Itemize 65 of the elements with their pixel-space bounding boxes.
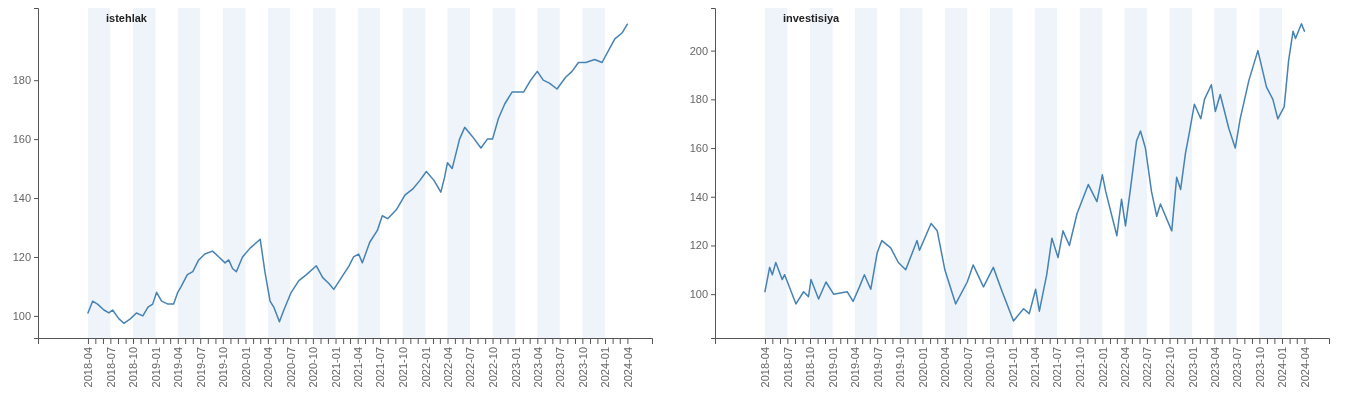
- chart-title: investisiya: [782, 12, 841, 24]
- x-tick-label: 2019-04: [172, 347, 185, 388]
- x-tick-label: 2019-01: [149, 347, 162, 388]
- x-tick-label: 2018-04: [82, 347, 95, 388]
- x-tick-label: 2021-04: [1029, 347, 1042, 388]
- x-tick-label: 2023-10: [1253, 347, 1266, 388]
- x-tick-label: 2023-10: [576, 347, 589, 388]
- x-tick-label: 2019-04: [849, 347, 862, 388]
- x-tick-label: 2019-01: [826, 347, 839, 388]
- x-tick-label: 2020-10: [307, 347, 320, 388]
- line-series: [87, 23, 629, 325]
- y-tick-label: 100: [12, 309, 31, 322]
- x-tick-label: 2023-07: [554, 347, 567, 388]
- x-tick-label: 2023-01: [509, 347, 522, 388]
- x-tick-label: 2022-01: [419, 347, 432, 388]
- x-tick-label: 2019-10: [894, 347, 907, 388]
- x-tick-label: 2024-04: [621, 347, 634, 388]
- x-tick-label: 2024-01: [1276, 347, 1289, 388]
- x-tick-label: 2020-01: [916, 347, 929, 388]
- x-tick-label: 2023-04: [531, 347, 544, 388]
- y-tick-label: 140: [12, 192, 31, 205]
- x-tick-label: 2019-07: [194, 347, 207, 388]
- x-tick-label: 2023-01: [1186, 347, 1199, 388]
- y-tick-label: 200: [689, 44, 708, 57]
- x-tick-label: 2020-07: [284, 347, 297, 388]
- x-tick-label: 2018-10: [127, 347, 140, 388]
- x-tick-label: 2024-04: [1298, 347, 1311, 388]
- y-tick-label: 180: [689, 93, 708, 106]
- x-tick-label: 2022-07: [1141, 347, 1154, 388]
- x-tick-label: 2022-07: [464, 347, 477, 388]
- x-tick-label: 2020-01: [239, 347, 252, 388]
- x-tick-label: 2023-07: [1231, 347, 1244, 388]
- x-tick-label: 2019-07: [871, 347, 884, 388]
- x-tick-label: 2022-10: [1163, 347, 1176, 388]
- x-tick-label: 2020-07: [961, 347, 974, 388]
- x-tick-label: 2022-04: [441, 347, 454, 388]
- x-tick-label: 2022-04: [1118, 347, 1131, 388]
- y-tick-label: 120: [12, 250, 31, 263]
- x-tick-label: 2023-04: [1208, 347, 1221, 388]
- x-tick-label: 2021-07: [374, 347, 387, 388]
- y-tick-label: 120: [689, 239, 708, 252]
- x-tick-label: 2018-07: [104, 347, 117, 388]
- x-tick-label: 2021-01: [329, 347, 342, 388]
- y-tick-label: 160: [12, 133, 31, 146]
- chart-title: istehlak: [105, 12, 148, 24]
- y-tick-label: 180: [12, 74, 31, 87]
- x-tick-label: 2019-10: [217, 347, 230, 388]
- x-tick-label: 2020-04: [262, 347, 275, 388]
- x-tick-label: 2021-04: [352, 347, 365, 388]
- x-tick-label: 2018-04: [759, 347, 772, 388]
- x-tick-label: 2021-10: [1074, 347, 1087, 388]
- y-tick-label: 160: [689, 142, 708, 155]
- y-tick-label: 100: [689, 288, 708, 301]
- x-tick-label: 2020-04: [939, 347, 952, 388]
- x-tick-label: 2018-10: [804, 347, 817, 388]
- x-tick-label: 2021-10: [397, 347, 410, 388]
- x-tick-label: 2018-07: [781, 347, 794, 388]
- y-tick-label: 140: [689, 190, 708, 203]
- x-tick-label: 2021-07: [1051, 347, 1064, 388]
- x-tick-label: 2022-10: [486, 347, 499, 388]
- x-tick-label: 2021-01: [1006, 347, 1019, 388]
- line-series: [764, 23, 1306, 322]
- x-tick-label: 2022-01: [1096, 347, 1109, 388]
- x-tick-label: 2024-01: [599, 347, 612, 388]
- x-tick-label: 2020-10: [984, 347, 997, 388]
